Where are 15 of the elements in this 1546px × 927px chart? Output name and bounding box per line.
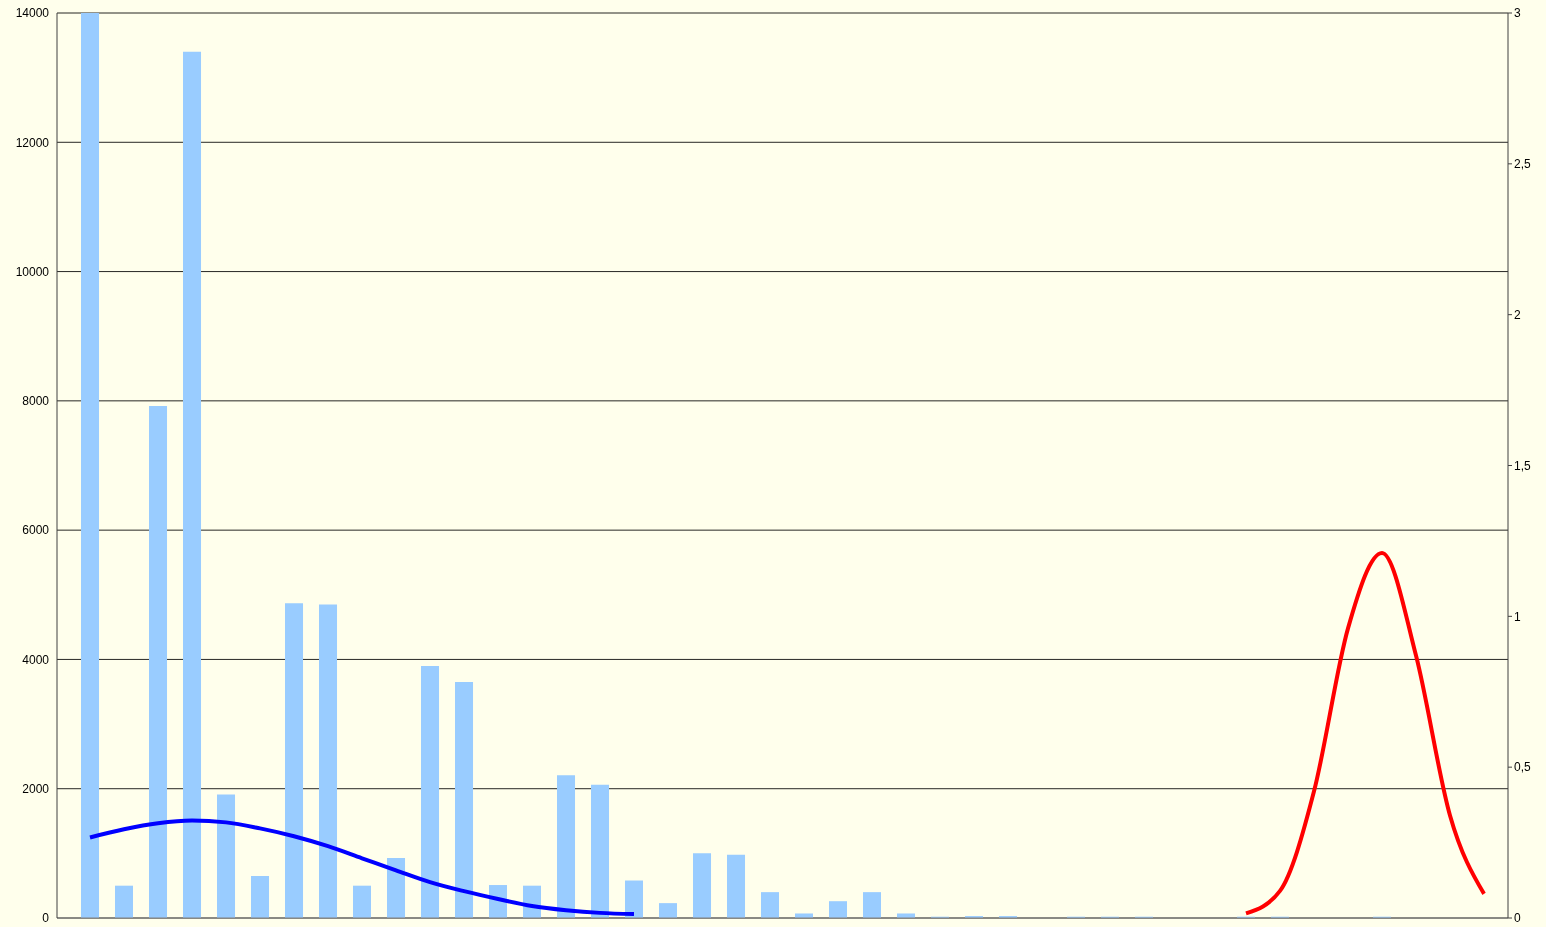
y-tick-label: 14000	[15, 6, 50, 21]
y-tick-label: 6000	[22, 523, 50, 538]
y2-tick-label: 0,5	[1514, 760, 1532, 775]
y-tick-label: 0	[42, 911, 50, 926]
y-tick-label: 10000	[15, 264, 50, 279]
y-tick-label: 4000	[22, 652, 50, 667]
y2-tick-label: 2	[1514, 307, 1521, 322]
y2-tick-label: 3	[1514, 6, 1521, 21]
y-tick-label: 12000	[15, 135, 50, 150]
y2-tick-label: 1,5	[1514, 458, 1532, 473]
y2-tick-label: 2,5	[1514, 157, 1532, 172]
y2-tick-label: 0	[1514, 911, 1521, 926]
y2-tick-label: 1	[1514, 609, 1521, 624]
y-tick-label: 8000	[22, 394, 50, 409]
y-tick-label: 2000	[22, 781, 50, 796]
